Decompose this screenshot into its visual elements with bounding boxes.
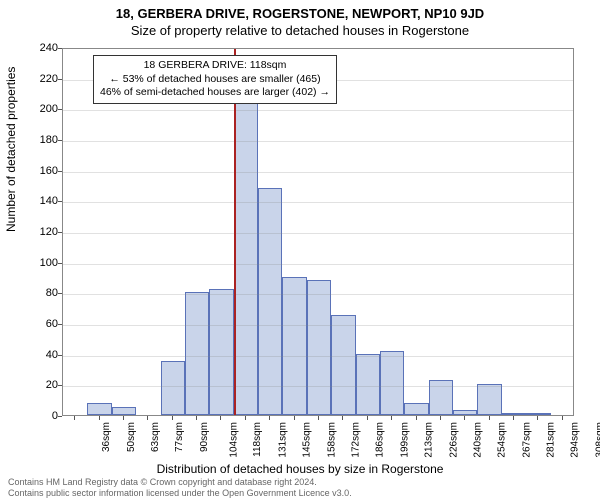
xtick-label: 145sqm [302, 422, 313, 458]
xtick-label: 77sqm [174, 422, 185, 452]
histogram-bar [380, 351, 404, 415]
ytick-label: 180 [28, 134, 58, 146]
histogram-bar [234, 78, 258, 415]
annotation-line: 18 GERBERA DRIVE: 118sqm [100, 59, 330, 73]
gridline [63, 325, 573, 326]
xtick-label: 90sqm [199, 422, 210, 452]
histogram-bar [453, 410, 477, 415]
histogram-bar [307, 280, 331, 415]
title-main: 18, GERBERA DRIVE, ROGERSTONE, NEWPORT, … [0, 0, 600, 21]
xtick-label: 199sqm [399, 422, 410, 458]
xtick-label: 254sqm [497, 422, 508, 458]
histogram-bar [161, 361, 185, 415]
ytick-label: 80 [28, 287, 58, 299]
xtick-label: 36sqm [101, 422, 112, 452]
histogram-bar [258, 188, 282, 415]
ytick-label: 240 [28, 42, 58, 54]
x-axis-label: Distribution of detached houses by size … [0, 462, 600, 476]
ytick-label: 60 [28, 318, 58, 330]
ytick-label: 140 [28, 195, 58, 207]
gridline [63, 141, 573, 142]
gridline [63, 172, 573, 173]
title-sub: Size of property relative to detached ho… [0, 21, 600, 38]
xtick-label: 63sqm [150, 422, 161, 452]
footer-attribution: Contains HM Land Registry data © Crown c… [8, 477, 352, 498]
gridline [63, 264, 573, 265]
xtick-label: 50sqm [126, 422, 137, 452]
footer-line: Contains public sector information licen… [8, 488, 352, 498]
xtick-label: 267sqm [521, 422, 532, 458]
ytick-label: 40 [28, 349, 58, 361]
gridline [63, 356, 573, 357]
ytick-label: 20 [28, 379, 58, 391]
plot-area: 18 GERBERA DRIVE: 118sqm ← 53% of detach… [62, 48, 574, 416]
chart-container: 18, GERBERA DRIVE, ROGERSTONE, NEWPORT, … [0, 0, 600, 500]
ytick-label: 120 [28, 226, 58, 238]
histogram-bar [477, 384, 501, 415]
xtick-label: 281sqm [546, 422, 557, 458]
xtick-label: 308sqm [594, 422, 600, 458]
histogram-bar [282, 277, 306, 415]
histogram-bar [87, 403, 111, 415]
xtick-label: 131sqm [277, 422, 288, 458]
annotation-line: 46% of semi-detached houses are larger (… [100, 86, 330, 100]
xtick-label: 104sqm [229, 422, 240, 458]
gridline [63, 294, 573, 295]
histogram-bar [356, 354, 380, 415]
gridline [63, 110, 573, 111]
xtick-label: 118sqm [252, 422, 263, 457]
xtick-label: 240sqm [472, 422, 483, 458]
histogram-bar [526, 413, 550, 415]
ytick-label: 0 [28, 410, 58, 422]
ytick-label: 160 [28, 165, 58, 177]
gridline [63, 202, 573, 203]
histogram-bar [502, 413, 526, 415]
y-axis-label: Number of detached properties [4, 67, 18, 232]
ytick-label: 200 [28, 103, 58, 115]
xtick-label: 226sqm [448, 422, 459, 458]
histogram-bar [331, 315, 355, 415]
xtick-label: 213sqm [424, 422, 435, 458]
histogram-bar [112, 407, 136, 415]
footer-line: Contains HM Land Registry data © Crown c… [8, 477, 352, 487]
gridline [63, 233, 573, 234]
histogram-bar [209, 289, 233, 415]
histogram-bar [429, 380, 453, 415]
annotation-box: 18 GERBERA DRIVE: 118sqm ← 53% of detach… [93, 55, 337, 104]
histogram-bar [404, 403, 428, 415]
xtick-label: 294sqm [570, 422, 581, 458]
xtick-label: 158sqm [326, 422, 337, 458]
annotation-line: ← 53% of detached houses are smaller (46… [100, 73, 330, 87]
xtick-label: 186sqm [375, 422, 386, 458]
ytick-label: 100 [28, 257, 58, 269]
histogram-bar [185, 292, 209, 415]
gridline [63, 386, 573, 387]
xtick-label: 172sqm [351, 422, 362, 458]
ytick-label: 220 [28, 73, 58, 85]
